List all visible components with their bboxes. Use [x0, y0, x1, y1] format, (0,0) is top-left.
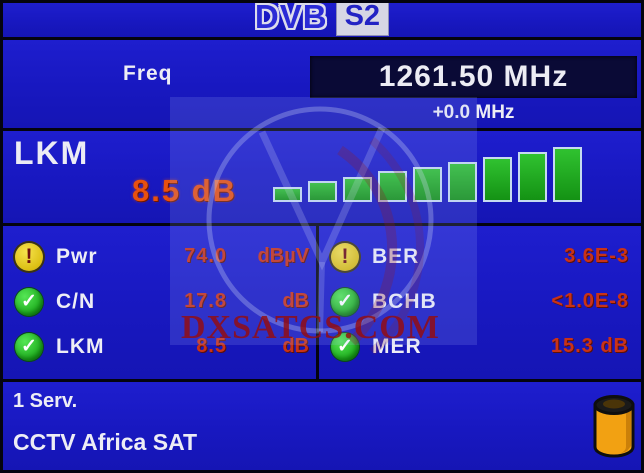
- measurement-unit: dBµV: [257, 245, 309, 267]
- check-icon: ✓: [15, 332, 43, 361]
- measurement-label: MER: [372, 334, 422, 358]
- freq-label: Freq: [123, 62, 173, 85]
- footer-section: 1 Serv. CCTV Africa SAT: [3, 382, 641, 470]
- measurement-row-ber: ! BER 3.6E-3: [319, 234, 641, 279]
- measurement-unit: dB: [282, 290, 309, 312]
- measurements-right-column: ! BER 3.6E-3 ✓ BCHB <1.0E-8 ✓ MER 15.3 dB: [319, 226, 641, 379]
- warning-icon: !: [331, 242, 359, 271]
- measurement-value: 74.0: [184, 245, 227, 267]
- measurement-label: BER: [372, 244, 420, 268]
- measurement-value: 8.5: [196, 335, 227, 357]
- warning-icon: !: [15, 242, 43, 271]
- freq-value: 1261.50 MHz: [378, 60, 569, 93]
- signal-bar: [518, 152, 547, 202]
- measurement-row-bchb: ✓ BCHB <1.0E-8: [319, 279, 641, 324]
- s2-logo-badge: S2: [335, 3, 390, 36]
- frequency-section: Freq 1261.50 MHz +0.0 MHz: [3, 40, 641, 128]
- header-bar: DVB S2: [3, 3, 641, 37]
- measurement-row-pwr: ! Pwr 74.0 dBµV: [3, 234, 316, 279]
- dvb-logo-text: DVB: [254, 3, 328, 35]
- measurement-value: <1.0E-8: [551, 290, 629, 312]
- signal-bar: [308, 181, 337, 202]
- check-icon: ✓: [15, 287, 43, 316]
- battery-icon: [593, 395, 635, 458]
- check-icon: ✓: [331, 332, 359, 361]
- measurement-unit: dB: [282, 335, 309, 357]
- signal-mode-label: LKM: [14, 135, 90, 171]
- signal-bar: [378, 171, 407, 202]
- freq-offset: +0.0 MHz: [432, 102, 515, 123]
- signal-bar: [553, 147, 582, 202]
- measurement-row-mer: ✓ MER 15.3 dB: [319, 324, 641, 369]
- measurement-value: 3.6E-3: [564, 245, 629, 267]
- signal-bar: [483, 157, 512, 202]
- check-icon: ✓: [331, 287, 359, 316]
- measurement-value: 15.3 dB: [550, 335, 629, 357]
- signal-bars: [273, 147, 582, 202]
- service-count: 1 Serv.: [13, 390, 78, 412]
- measurement-label: LKM: [56, 334, 105, 358]
- signal-level-value: 8.5 dB: [132, 173, 238, 208]
- column-divider: [316, 226, 319, 379]
- signal-bar: [273, 187, 302, 202]
- measurement-label: BCHB: [372, 289, 437, 313]
- freq-display-box: 1261.50 MHz: [310, 56, 637, 98]
- signal-bar: [448, 162, 477, 202]
- dvb-s2-logo: DVB S2: [254, 3, 390, 36]
- signal-bar: [343, 177, 372, 202]
- measurement-row-cn: ✓ C/N 17.8 dB: [3, 279, 316, 324]
- measurements-left-column: ! Pwr 74.0 dBµV ✓ C/N 17.8 dB ✓ LKM 8.5 dB: [3, 226, 316, 379]
- measurement-value: 17.8: [184, 290, 227, 312]
- channel-name: CCTV Africa SAT: [13, 429, 198, 455]
- signal-bar: [413, 167, 442, 202]
- measurement-label: Pwr: [56, 244, 98, 268]
- measurement-row-lkm: ✓ LKM 8.5 dB: [3, 324, 316, 369]
- measurements-section: ! Pwr 74.0 dBµV ✓ C/N 17.8 dB ✓ LKM 8.5 dB ! BER 3.6E…: [3, 226, 641, 379]
- signal-section: LKM 8.5 dB: [3, 131, 641, 223]
- measurement-label: C/N: [56, 289, 96, 313]
